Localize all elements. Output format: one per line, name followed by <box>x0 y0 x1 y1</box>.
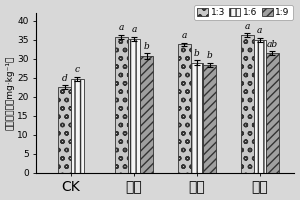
Bar <box>128 39 140 173</box>
Text: a: a <box>131 25 137 34</box>
Y-axis label: 镌态氮含量（mg·kg⁻¹）: 镌态氮含量（mg·kg⁻¹） <box>6 56 15 130</box>
Bar <box>266 53 279 173</box>
Text: b: b <box>207 51 212 60</box>
Bar <box>115 37 128 173</box>
Text: a: a <box>182 31 187 40</box>
Bar <box>190 63 203 173</box>
Text: c: c <box>75 65 80 74</box>
Bar <box>140 56 153 173</box>
Bar <box>254 40 266 173</box>
Bar <box>241 35 253 173</box>
Text: b: b <box>144 42 149 51</box>
Bar <box>58 87 71 173</box>
Text: b: b <box>194 49 200 58</box>
Text: a: a <box>119 23 124 32</box>
Text: ab: ab <box>267 40 278 49</box>
Text: a: a <box>244 22 250 31</box>
Bar <box>71 79 84 173</box>
Legend: 1:3, 1:6, 1:9: 1:3, 1:6, 1:9 <box>194 5 292 20</box>
Bar <box>203 65 216 173</box>
Text: d: d <box>62 74 68 83</box>
Text: a: a <box>257 26 262 35</box>
Bar <box>178 44 190 173</box>
